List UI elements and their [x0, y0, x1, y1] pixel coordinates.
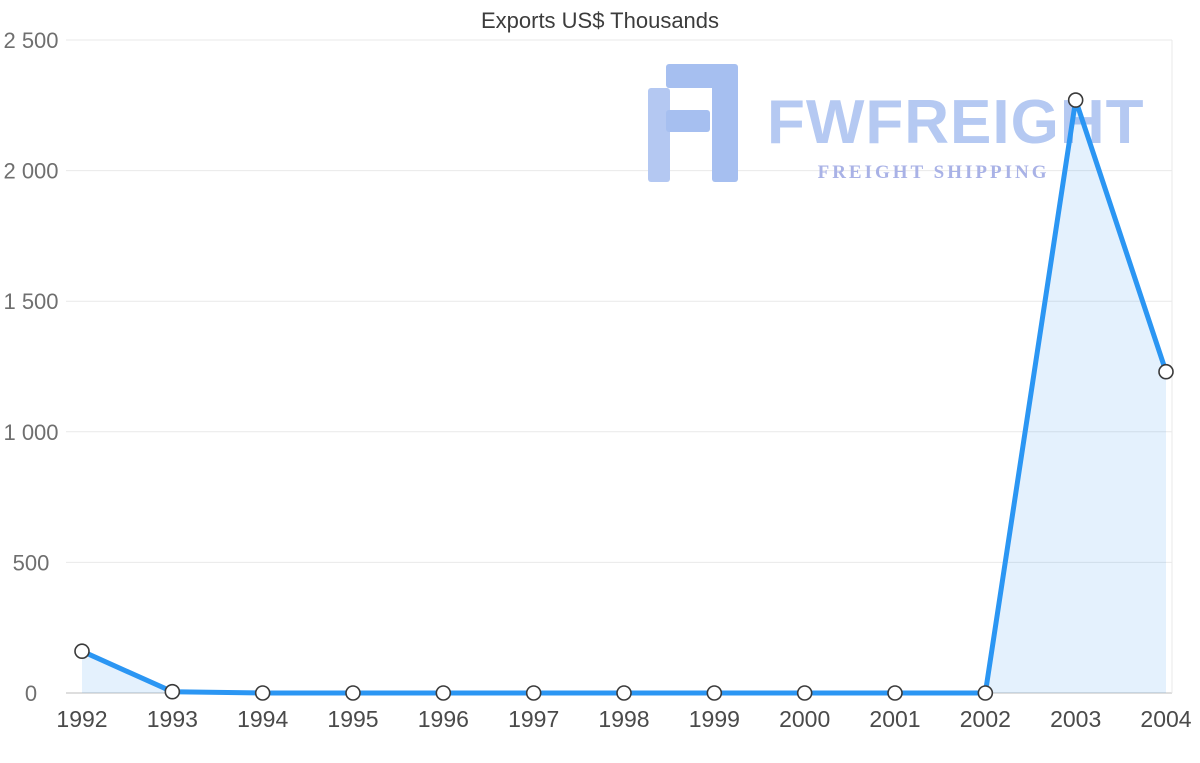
data-point[interactable] [435, 685, 452, 701]
y-axis-label: 500 [13, 550, 50, 575]
data-point[interactable] [706, 685, 723, 701]
x-axis-label: 2003 [1050, 706, 1101, 732]
data-point[interactable] [74, 643, 90, 660]
x-axis-label: 2002 [960, 706, 1011, 732]
data-point[interactable] [1158, 363, 1174, 380]
data-point[interactable] [977, 685, 994, 701]
x-axis-label: 2001 [869, 706, 920, 732]
x-axis-label: 1995 [327, 706, 378, 732]
data-point[interactable] [887, 685, 903, 701]
x-axis-label: 1996 [418, 706, 469, 732]
y-axis-label: 1 500 [3, 289, 58, 314]
x-axis-label: 1993 [147, 706, 198, 732]
data-point[interactable] [616, 685, 632, 701]
x-axis-label: 2000 [779, 706, 830, 732]
fwfreight-logo-icon [648, 64, 738, 182]
x-axis-label: 1992 [56, 706, 107, 732]
x-axis-label: 1997 [508, 706, 559, 732]
x-axis-label: 1994 [237, 706, 288, 732]
data-point[interactable] [525, 685, 542, 701]
data-point[interactable] [345, 685, 361, 701]
chart-title: Exports US$ Thousands [480, 8, 720, 33]
data-point[interactable] [1067, 92, 1084, 108]
x-axis-label: 1999 [689, 706, 740, 732]
y-axis-label: 0 [25, 681, 37, 706]
y-axis-label: 2 500 [3, 28, 58, 53]
x-axis-label: 1998 [598, 706, 649, 732]
area-fill [82, 100, 1166, 694]
data-point[interactable] [796, 685, 813, 701]
data-point[interactable] [164, 683, 181, 700]
x-axis-label: 2004 [1140, 706, 1191, 732]
y-axis-label: 2 000 [3, 159, 58, 184]
data-point[interactable] [254, 685, 271, 701]
y-axis-label: 1 000 [3, 420, 58, 445]
watermark-tagline: FREIGHT SHIPPING [817, 162, 1050, 183]
